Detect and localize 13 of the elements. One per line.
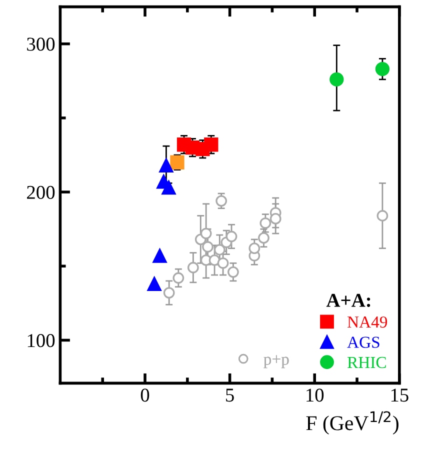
x-axis-title: F (GeV$^{1/2}$): [306, 411, 398, 434]
y-tick-label: 100: [28, 334, 55, 348]
legend-label: RHIC: [347, 356, 386, 368]
legend-label: AGS: [347, 336, 380, 348]
x-tick-label: 5: [226, 388, 234, 402]
legend-title: A+A:: [326, 294, 370, 307]
y-tick-label: 300: [27, 38, 55, 51]
legend-label: NA49: [347, 316, 388, 328]
x-tick-label: 0: [140, 388, 150, 402]
legend-label: p+p: [264, 355, 289, 368]
x-tick-label: 10: [306, 388, 324, 402]
y-tick-label: 200: [27, 186, 55, 199]
x-tick-label: 15: [391, 388, 408, 402]
